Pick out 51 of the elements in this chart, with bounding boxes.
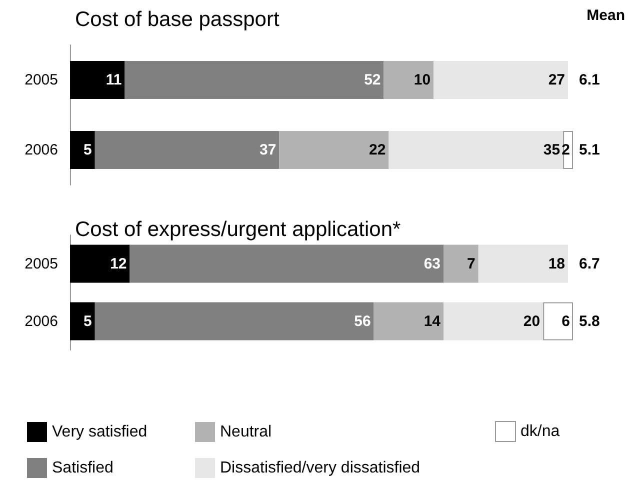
data-label: 6 [562, 312, 570, 330]
data-label: 11 [106, 72, 122, 88]
legend-label: Dissatisfied/very dissatisfied [220, 460, 420, 476]
legend-label: Neutral [220, 424, 272, 440]
text: 5.1 [579, 142, 600, 158]
data-label: 7 [467, 255, 476, 272]
bar [374, 302, 444, 340]
data-label: 10 [414, 72, 431, 88]
data-label: 37 [259, 142, 276, 158]
bar [444, 244, 478, 283]
bar [478, 244, 568, 283]
bar [388, 131, 564, 169]
bar [279, 131, 389, 169]
data-label: 35 [543, 142, 560, 158]
chart-title: Cost of base passport [75, 8, 280, 31]
y-tick-label: 2006 [24, 312, 58, 330]
data-label: 5 [84, 142, 92, 158]
y-tick-label: 2005 [24, 255, 58, 272]
bar [70, 61, 125, 99]
data-label: 5 [84, 312, 92, 330]
text: 5.8 [579, 312, 600, 330]
data-label: 18 [548, 255, 566, 272]
data-label: 2 [562, 142, 570, 158]
y-tick-label: 2006 [24, 142, 58, 158]
legend-label: dk/na [520, 423, 560, 440]
legend-label: Very satisfied [52, 424, 148, 440]
legend-label: Satisfied [52, 460, 114, 476]
bar [70, 244, 130, 283]
bar [94, 302, 374, 340]
data-label: 56 [354, 312, 371, 330]
data-label: 20 [523, 312, 540, 330]
bar [384, 61, 434, 99]
bar [434, 61, 568, 99]
chart-title: Cost of express/urgent application* [75, 218, 401, 241]
data-label: 12 [110, 255, 127, 272]
text: Mean [586, 7, 625, 24]
data-label: 52 [364, 72, 381, 88]
bar [94, 131, 280, 169]
text: 6.1 [579, 72, 600, 88]
bar [130, 244, 444, 283]
bar [70, 302, 95, 340]
data-label: 63 [424, 255, 441, 272]
y-tick-label: 2005 [24, 72, 58, 88]
data-label: 14 [424, 312, 442, 330]
bar [70, 131, 95, 169]
bar [543, 302, 573, 340]
data-label: 22 [369, 142, 386, 158]
bar [444, 302, 544, 340]
text: 6.7 [579, 255, 600, 272]
data-label: 27 [548, 72, 566, 88]
bar [124, 61, 384, 99]
